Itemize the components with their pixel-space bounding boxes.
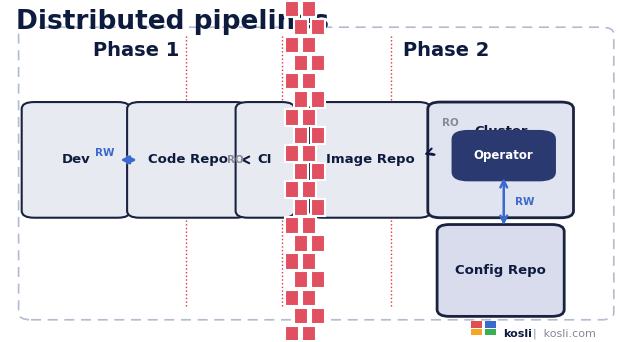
FancyBboxPatch shape — [303, 326, 316, 342]
FancyBboxPatch shape — [303, 253, 316, 270]
FancyBboxPatch shape — [294, 163, 308, 180]
FancyBboxPatch shape — [437, 225, 564, 316]
Text: Operator: Operator — [474, 149, 534, 162]
FancyBboxPatch shape — [294, 235, 308, 252]
FancyBboxPatch shape — [294, 55, 308, 71]
FancyBboxPatch shape — [311, 307, 325, 324]
FancyBboxPatch shape — [311, 235, 325, 252]
Text: Image Repo: Image Repo — [326, 154, 415, 167]
FancyBboxPatch shape — [285, 218, 299, 234]
Bar — [471, 329, 482, 335]
FancyBboxPatch shape — [127, 102, 248, 218]
Text: kosli: kosli — [503, 329, 533, 339]
FancyBboxPatch shape — [311, 55, 325, 71]
FancyBboxPatch shape — [285, 145, 299, 161]
FancyBboxPatch shape — [311, 163, 325, 180]
Text: Code Repo: Code Repo — [148, 154, 228, 167]
FancyBboxPatch shape — [311, 199, 325, 216]
Text: |  kosli.com: | kosli.com — [533, 329, 595, 340]
Bar — [485, 329, 496, 335]
FancyBboxPatch shape — [22, 102, 130, 218]
FancyBboxPatch shape — [294, 91, 308, 107]
FancyBboxPatch shape — [285, 37, 299, 53]
FancyBboxPatch shape — [303, 218, 316, 234]
Text: Config Repo: Config Repo — [455, 264, 546, 277]
Text: RW: RW — [95, 148, 115, 158]
FancyBboxPatch shape — [303, 73, 316, 90]
Text: Distributed pipelines: Distributed pipelines — [16, 9, 329, 35]
Bar — [485, 321, 496, 328]
FancyBboxPatch shape — [311, 127, 325, 144]
FancyBboxPatch shape — [303, 1, 316, 17]
Text: Phase 1: Phase 1 — [93, 41, 180, 60]
Text: Phase 2: Phase 2 — [403, 41, 490, 60]
FancyBboxPatch shape — [303, 37, 316, 53]
FancyBboxPatch shape — [294, 127, 308, 144]
FancyBboxPatch shape — [236, 102, 294, 218]
Text: CI: CI — [258, 154, 272, 167]
FancyBboxPatch shape — [453, 131, 555, 180]
FancyBboxPatch shape — [303, 181, 316, 198]
FancyBboxPatch shape — [311, 19, 325, 35]
Text: RO: RO — [227, 155, 244, 165]
FancyBboxPatch shape — [285, 109, 299, 126]
Text: Dev: Dev — [61, 154, 91, 167]
FancyBboxPatch shape — [285, 181, 299, 198]
FancyBboxPatch shape — [285, 253, 299, 270]
FancyBboxPatch shape — [294, 19, 308, 35]
FancyBboxPatch shape — [303, 109, 316, 126]
FancyBboxPatch shape — [285, 326, 299, 342]
FancyBboxPatch shape — [294, 272, 308, 288]
FancyBboxPatch shape — [311, 91, 325, 107]
FancyBboxPatch shape — [303, 145, 316, 161]
FancyBboxPatch shape — [428, 102, 574, 218]
FancyBboxPatch shape — [311, 272, 325, 288]
FancyBboxPatch shape — [294, 307, 308, 324]
FancyBboxPatch shape — [294, 199, 308, 216]
FancyBboxPatch shape — [310, 102, 431, 218]
Text: RW: RW — [515, 197, 534, 207]
Text: RO: RO — [442, 118, 459, 129]
FancyBboxPatch shape — [285, 73, 299, 90]
Bar — [471, 321, 482, 328]
Text: Cluster: Cluster — [474, 125, 528, 138]
FancyBboxPatch shape — [303, 289, 316, 306]
FancyBboxPatch shape — [285, 289, 299, 306]
FancyBboxPatch shape — [285, 1, 299, 17]
